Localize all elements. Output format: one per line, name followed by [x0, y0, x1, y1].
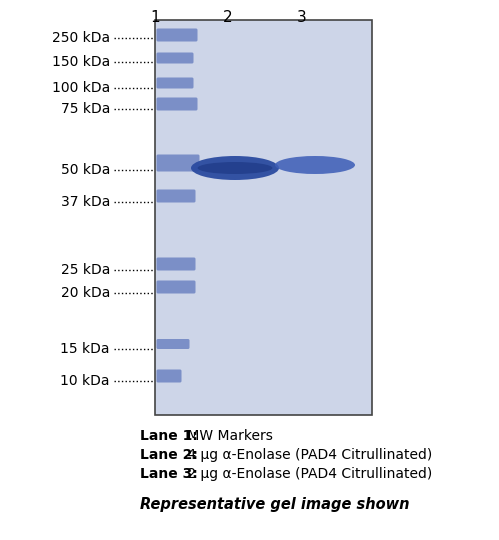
FancyBboxPatch shape: [157, 154, 200, 172]
Text: 2: 2: [223, 10, 233, 25]
FancyBboxPatch shape: [157, 98, 198, 111]
FancyBboxPatch shape: [157, 52, 194, 64]
Text: 1: 1: [150, 10, 160, 25]
Text: Lane 1:: Lane 1:: [140, 429, 198, 443]
Text: MW Markers: MW Markers: [184, 429, 273, 443]
FancyBboxPatch shape: [157, 369, 182, 382]
Text: 3: 3: [297, 10, 307, 25]
Text: 50 kDa: 50 kDa: [60, 163, 110, 177]
FancyBboxPatch shape: [157, 190, 196, 202]
Text: 10 kDa: 10 kDa: [60, 374, 110, 388]
Text: 100 kDa: 100 kDa: [52, 81, 110, 95]
FancyBboxPatch shape: [157, 78, 194, 89]
Text: 4 μg α-Enolase (PAD4 Citrullinated): 4 μg α-Enolase (PAD4 Citrullinated): [184, 448, 433, 462]
Text: 2 μg α-Enolase (PAD4 Citrullinated): 2 μg α-Enolase (PAD4 Citrullinated): [184, 467, 433, 481]
Ellipse shape: [275, 156, 355, 174]
Text: 250 kDa: 250 kDa: [52, 31, 110, 45]
Text: Lane 2:: Lane 2:: [140, 448, 198, 462]
Text: 37 kDa: 37 kDa: [60, 195, 110, 209]
Text: 20 kDa: 20 kDa: [60, 286, 110, 300]
Ellipse shape: [198, 162, 272, 174]
FancyBboxPatch shape: [157, 258, 196, 271]
FancyBboxPatch shape: [157, 29, 198, 42]
Ellipse shape: [191, 156, 279, 180]
FancyBboxPatch shape: [157, 339, 190, 349]
Bar: [155, 20, 372, 415]
Text: Lane 3:: Lane 3:: [140, 467, 198, 481]
Text: 150 kDa: 150 kDa: [52, 55, 110, 69]
FancyBboxPatch shape: [157, 280, 196, 294]
Text: 15 kDa: 15 kDa: [60, 342, 110, 356]
Text: Representative gel image shown: Representative gel image shown: [140, 497, 410, 512]
Text: 25 kDa: 25 kDa: [60, 263, 110, 277]
Text: 75 kDa: 75 kDa: [60, 102, 110, 116]
